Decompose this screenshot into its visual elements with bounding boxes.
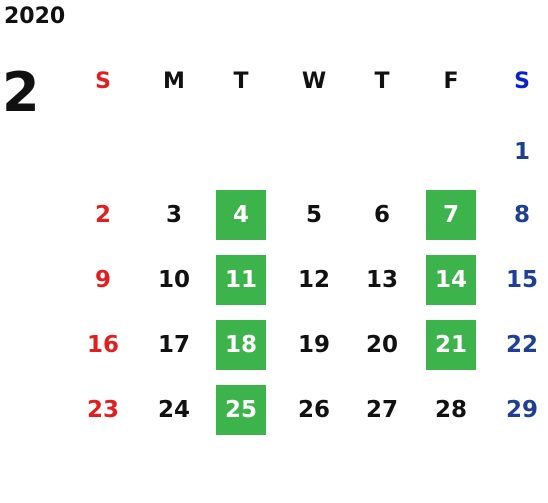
weekday-label-fri: F <box>443 69 459 94</box>
highlighted-day-box <box>216 255 266 305</box>
day-cell: 21 <box>434 332 467 358</box>
day-cell: 12 <box>297 267 330 293</box>
day-cell: 8 <box>513 202 530 228</box>
highlighted-day-box <box>216 320 266 370</box>
day-cell: 26 <box>297 397 330 423</box>
day-cell: 7 <box>442 202 459 228</box>
day-cell: 15 <box>505 267 538 293</box>
day-cell: 9 <box>94 267 111 293</box>
weekday-label-thu: T <box>374 69 390 94</box>
day-cell: 14 <box>434 267 467 293</box>
year-label: 2020 <box>4 4 66 29</box>
day-cell: 2 <box>94 202 111 228</box>
highlighted-day-box <box>426 320 476 370</box>
highlighted-day-box <box>216 385 266 435</box>
month-number: 2 <box>2 61 40 124</box>
day-cell: 5 <box>305 202 322 228</box>
day-cell: 3 <box>165 202 182 228</box>
day-cell: 16 <box>86 332 119 358</box>
weekday-label-sat: S <box>514 69 530 94</box>
day-cell: 28 <box>434 397 467 423</box>
day-cell: 20 <box>365 332 398 358</box>
day-cell: 19 <box>297 332 330 358</box>
day-cell: 18 <box>224 332 257 358</box>
day-cell: 17 <box>157 332 190 358</box>
weekday-label-tue: T <box>233 69 249 94</box>
weekday-label-sun: S <box>95 69 111 94</box>
highlighted-day-box <box>426 255 476 305</box>
day-cell: 29 <box>505 397 538 423</box>
day-cell: 22 <box>505 332 538 358</box>
weekday-label-mon: M <box>163 69 185 94</box>
weekday-label-wed: W <box>301 69 327 94</box>
day-cell: 23 <box>86 397 119 423</box>
day-cell: 13 <box>365 267 398 293</box>
day-cell: 11 <box>224 267 257 293</box>
day-cell: 27 <box>365 397 398 423</box>
day-cell: 24 <box>157 397 190 423</box>
day-cell: 10 <box>157 267 190 293</box>
day-cell: 25 <box>224 397 257 423</box>
day-cell: 6 <box>373 202 390 228</box>
day-cell: 4 <box>232 202 249 228</box>
highlighted-day-box <box>216 190 266 240</box>
day-cell: 1 <box>513 139 530 165</box>
highlighted-day-box <box>426 190 476 240</box>
